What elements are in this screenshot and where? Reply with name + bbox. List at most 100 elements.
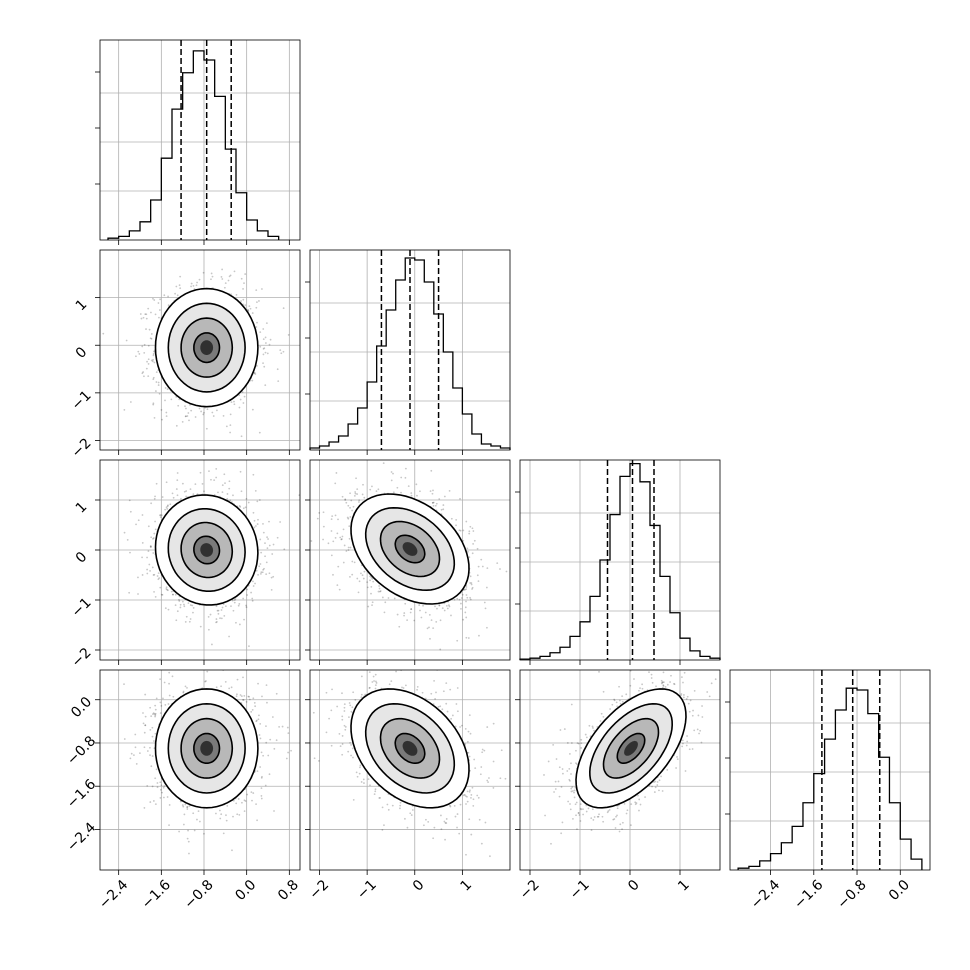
sample-point [356, 577, 359, 580]
sample-point [181, 482, 184, 485]
sample-point [573, 789, 576, 792]
sample-point [128, 591, 131, 594]
sample-point [170, 398, 173, 401]
sample-point [337, 518, 339, 521]
sample-point [147, 307, 150, 310]
sample-point [316, 517, 319, 520]
sample-point [215, 812, 217, 815]
sample-point [142, 316, 145, 319]
sample-point [340, 538, 343, 541]
sample-point [358, 499, 361, 502]
contour-line-3 [193, 332, 221, 364]
sample-point [422, 824, 425, 827]
sample-point [211, 275, 214, 278]
sample-point [336, 584, 339, 587]
sample-point [275, 739, 278, 742]
sample-point [269, 338, 272, 341]
sample-point [175, 424, 178, 427]
sample-point [164, 508, 167, 511]
sample-point [338, 588, 341, 591]
sample-point [327, 542, 330, 545]
sample-point [371, 601, 374, 604]
sample-point [370, 576, 373, 579]
sample-point [681, 739, 684, 742]
sample-point [456, 639, 459, 642]
sample-point [318, 512, 321, 514]
sample-point [391, 804, 394, 807]
sample-point [445, 702, 448, 705]
sample-point [159, 516, 162, 519]
sample-point [566, 770, 569, 772]
sample-point [656, 781, 659, 783]
sample-point [680, 693, 683, 695]
sample-point [436, 607, 438, 610]
sample-point [416, 688, 418, 691]
density-fill-level-4 [624, 740, 638, 756]
sample-point [567, 800, 570, 803]
x-tick-label: 1 [457, 877, 475, 895]
sample-point [360, 696, 363, 699]
panel-frame [729, 669, 931, 871]
sample-point [697, 714, 700, 717]
sample-point [347, 504, 350, 507]
sample-point [154, 520, 156, 523]
sample-point [465, 636, 468, 639]
sample-point [218, 809, 221, 812]
sample-point [598, 813, 600, 816]
sample-point [156, 575, 159, 577]
sample-point [253, 371, 256, 374]
panel-frame [309, 249, 511, 451]
sample-point [484, 607, 487, 610]
sample-point [325, 691, 328, 694]
sample-point [177, 404, 180, 407]
sample-point [700, 741, 703, 744]
sample-point [255, 719, 258, 722]
sample-point [425, 818, 427, 821]
sample-point [137, 576, 139, 579]
sample-point [258, 431, 261, 434]
sample-point [350, 744, 352, 746]
sample-point [261, 695, 263, 698]
sample-point [264, 384, 267, 387]
sample-point [143, 807, 146, 809]
sample-point [165, 587, 168, 590]
sample-point [588, 724, 591, 727]
sample-point [464, 606, 467, 609]
sample-point [648, 671, 650, 674]
sample-point [143, 731, 146, 734]
sample-point [363, 496, 366, 499]
sample-point [203, 490, 205, 493]
sample-point [256, 321, 258, 324]
density-fill-level-4 [200, 740, 214, 756]
sample-point [462, 618, 465, 621]
contour-line-0 [154, 494, 259, 606]
sample-point [374, 788, 377, 791]
sample-point [483, 601, 486, 604]
sample-point [596, 725, 599, 728]
sample-point [255, 525, 257, 527]
sample-point [492, 787, 495, 789]
sample-point [211, 643, 213, 646]
sample-point [123, 531, 126, 534]
sample-point [146, 750, 149, 752]
sample-point [190, 285, 192, 288]
sample-point [350, 710, 353, 713]
sample-point [141, 345, 144, 348]
sample-point [243, 618, 245, 621]
sample-point [465, 600, 467, 603]
sample-point [351, 747, 354, 750]
sample-point [128, 499, 131, 502]
sample-point [255, 289, 258, 292]
sample-point [371, 681, 374, 683]
sample-point [215, 621, 217, 624]
joint-panel-0-2 [99, 459, 301, 661]
sample-point [654, 786, 657, 789]
sample-point [609, 708, 612, 710]
sample-point [613, 698, 616, 701]
sample-point [460, 597, 463, 599]
sample-point [168, 824, 170, 827]
sample-point [231, 849, 233, 852]
sample-point [708, 695, 711, 698]
sample-point [585, 810, 588, 813]
sample-point [146, 784, 149, 787]
